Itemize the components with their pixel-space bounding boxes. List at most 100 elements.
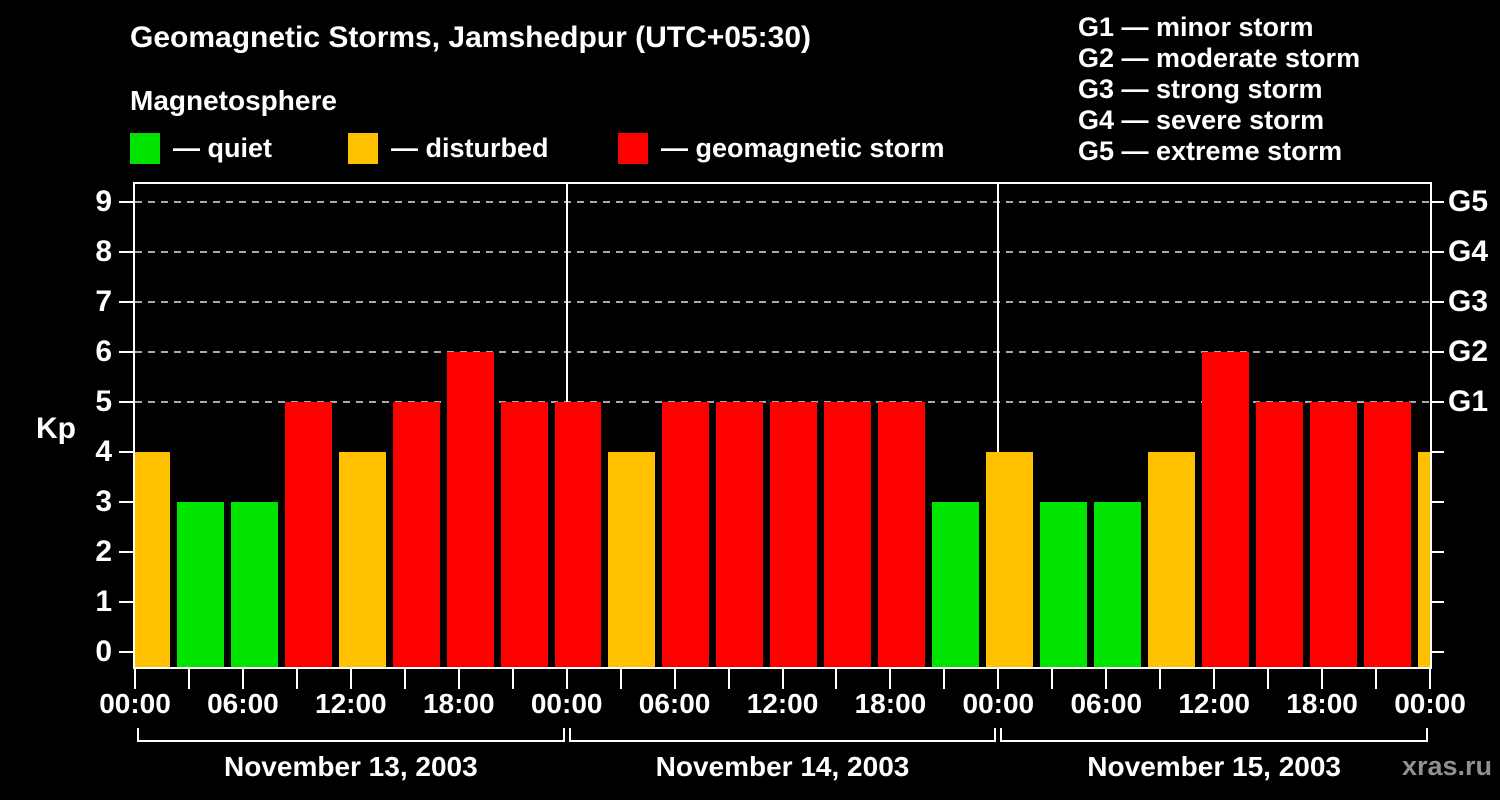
y-axis-tick — [119, 351, 133, 353]
kp-bar — [932, 502, 980, 667]
date-label: November 13, 2003 — [223, 751, 478, 782]
x-axis-time-label: 12:00 — [746, 688, 819, 719]
legend-item-storm: — geomagnetic storm — [618, 133, 945, 164]
x-axis-tick — [1105, 669, 1108, 689]
y-axis-label: 1 — [95, 585, 112, 618]
g-scale-line-g5: G5 — extreme storm — [1078, 136, 1343, 166]
date-bracket-cap — [568, 728, 571, 742]
y-axis-tick — [119, 401, 133, 403]
x-axis-tick — [565, 669, 568, 689]
date-bracket-cap — [137, 728, 139, 742]
g-level-label: G2 — [1448, 335, 1489, 368]
kp-bar — [608, 452, 656, 667]
date-bracket — [137, 740, 565, 742]
x-axis-tick — [889, 669, 892, 689]
kp-bar — [500, 402, 548, 667]
x-axis-time-label: 06:00 — [1070, 688, 1143, 719]
x-axis-tick — [295, 669, 298, 689]
g-scale-line-g4: G4 — severe storm — [1078, 105, 1325, 135]
right-axis-tick — [1432, 401, 1444, 403]
date-bracket — [1000, 740, 1428, 742]
legend-label-quiet: — quiet — [173, 133, 272, 163]
kp-bar — [446, 352, 494, 667]
right-axis-tick — [1432, 201, 1444, 203]
right-axis-tick — [1432, 301, 1444, 303]
y-axis-tick — [119, 201, 133, 203]
x-axis-tick — [673, 669, 676, 689]
y-axis-label: 2 — [95, 535, 112, 568]
kp-bar — [986, 452, 1034, 667]
x-axis-tick — [1321, 669, 1324, 689]
kp-bar — [1417, 452, 1430, 667]
grid-line-kp9 — [135, 201, 1430, 203]
legend-item-disturbed: — disturbed — [348, 133, 549, 164]
x-axis-time-label: 00:00 — [1394, 688, 1466, 719]
kp-bar — [1094, 502, 1142, 667]
x-axis-tick — [943, 669, 946, 689]
y-axis-label: 6 — [95, 335, 112, 368]
x-axis-tick — [511, 669, 514, 689]
grid-line-kp7 — [135, 301, 1430, 303]
x-axis-time-label: 00:00 — [99, 688, 171, 719]
kp-bar — [135, 452, 170, 667]
grid-line-kp6 — [135, 351, 1430, 353]
kp-bar — [824, 402, 872, 667]
x-axis-tick — [241, 669, 244, 689]
x-axis-tick — [1159, 669, 1162, 689]
date-label: November 14, 2003 — [655, 751, 910, 782]
x-axis-time-label: 06:00 — [207, 688, 279, 719]
x-axis-tick — [457, 669, 460, 689]
date-bracket-cap — [1426, 728, 1428, 742]
y-axis-tick — [119, 601, 133, 603]
g-scale-line-g2: G2 — moderate storm — [1078, 43, 1361, 73]
x-axis-tick — [835, 669, 838, 689]
right-axis-tick — [1432, 651, 1444, 653]
x-axis-time-label: 18:00 — [854, 688, 927, 719]
legend-label-disturbed: — disturbed — [391, 133, 549, 163]
y-axis-label: 9 — [95, 185, 112, 218]
kp-bar — [230, 502, 278, 667]
y-axis-tick — [119, 301, 133, 303]
y-axis-tick — [119, 551, 133, 553]
kp-bar — [1148, 452, 1195, 667]
x-axis-tick — [187, 669, 190, 689]
x-axis-tick — [134, 669, 136, 689]
x-axis-tick — [1429, 669, 1431, 689]
legend-label-storm: — geomagnetic storm — [661, 133, 945, 163]
g-level-label: G3 — [1448, 285, 1489, 318]
g-level-label: G5 — [1448, 185, 1489, 218]
x-axis-tick — [997, 669, 1000, 689]
x-axis-tick — [727, 669, 730, 689]
date-bracket-cap — [994, 728, 997, 742]
x-axis-time-label: 12:00 — [1178, 688, 1250, 719]
x-axis-time-label: 00:00 — [530, 688, 603, 719]
x-axis-tick — [1267, 669, 1270, 689]
storm-swatch-icon — [618, 133, 648, 164]
g-scale-legend: G1 — minor storm G2 — moderate storm G3 … — [1078, 12, 1360, 167]
y-axis-tick — [119, 451, 133, 453]
y-axis-tick — [119, 651, 133, 653]
chart-title: Geomagnetic Storms, Jamshedpur (UTC+05:3… — [130, 21, 812, 54]
right-axis-tick — [1432, 551, 1444, 553]
grid-line-kp8 — [135, 251, 1430, 253]
kp-bar — [554, 402, 602, 667]
kp-bar — [716, 402, 764, 667]
right-axis-tick — [1432, 451, 1444, 453]
x-axis-time-label: 00:00 — [962, 688, 1035, 719]
y-axis-tick — [119, 501, 133, 503]
y-axis-label: 7 — [95, 285, 112, 318]
x-axis-time-label: 18:00 — [422, 688, 495, 719]
date-bracket-cap — [1000, 728, 1003, 742]
x-axis-tick — [403, 669, 406, 689]
g-scale-line-g1: G1 — minor storm — [1078, 12, 1314, 42]
date-bracket — [568, 740, 997, 742]
day-divider-line — [997, 184, 1000, 667]
watermark: xras.ru — [1401, 751, 1492, 781]
kp-bar — [338, 452, 386, 667]
y-axis-tick — [119, 251, 133, 253]
kp-bar — [1040, 502, 1088, 667]
kp-bar — [770, 402, 818, 667]
kp-axis-title: Kp — [36, 412, 76, 445]
x-axis-time-label: 18:00 — [1286, 688, 1358, 719]
